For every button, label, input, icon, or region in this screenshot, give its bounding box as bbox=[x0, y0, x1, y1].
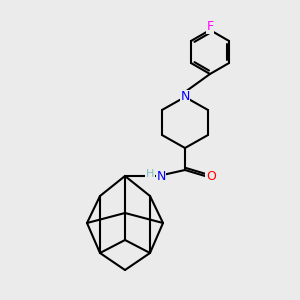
Text: H: H bbox=[146, 169, 154, 179]
Text: N: N bbox=[156, 169, 166, 182]
Text: O: O bbox=[206, 169, 216, 182]
Text: F: F bbox=[206, 20, 214, 34]
Text: N: N bbox=[180, 91, 190, 103]
